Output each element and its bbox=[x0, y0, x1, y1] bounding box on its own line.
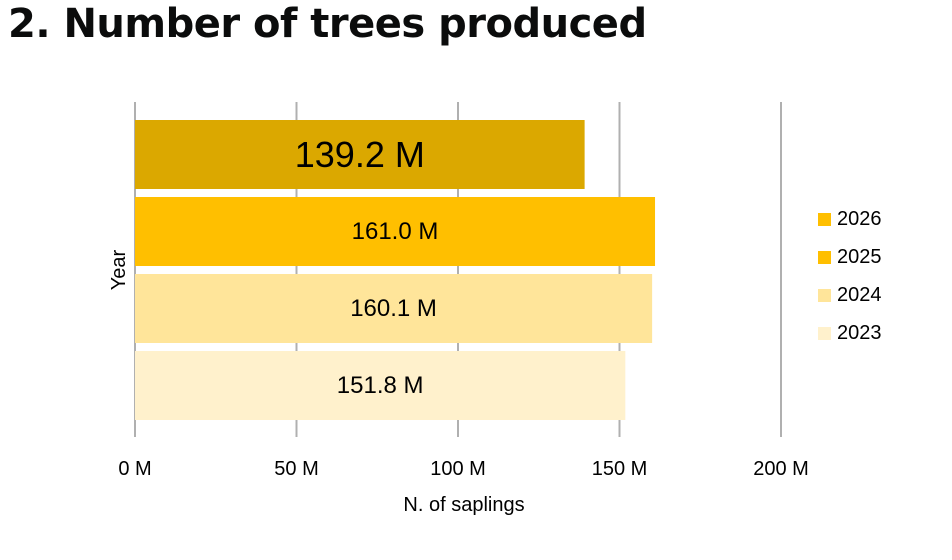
bar-2025 bbox=[135, 197, 656, 266]
x-tick-label: 50 M bbox=[274, 458, 318, 480]
legend-label: 2023 bbox=[837, 322, 882, 344]
legend-label: 2026 bbox=[837, 208, 882, 230]
data-label-2025: 161.0 M bbox=[352, 218, 439, 245]
x-axis-title: N. of saplings bbox=[403, 494, 524, 516]
y-axis-title: Year bbox=[108, 249, 130, 290]
x-axis-ticks: 0 M 50 M 100 M 150 M 200 M bbox=[118, 458, 808, 480]
bar-2024 bbox=[135, 274, 653, 343]
legend-swatch bbox=[818, 251, 831, 264]
bars bbox=[135, 120, 656, 420]
x-tick-label: 200 M bbox=[753, 458, 809, 480]
data-label-2024: 160.1 M bbox=[350, 295, 437, 322]
bar-2023 bbox=[135, 351, 626, 420]
legend-swatch bbox=[818, 327, 831, 340]
bar-2026 bbox=[135, 120, 585, 189]
data-label-2023: 151.8 M bbox=[337, 372, 424, 399]
legend: 2026 2025 2024 2023 bbox=[818, 208, 882, 344]
data-labels: 139.2 M 161.0 M 160.1 M 151.8 M bbox=[295, 134, 439, 399]
x-tick-label: 150 M bbox=[592, 458, 648, 480]
x-tick-label: 0 M bbox=[118, 458, 151, 480]
legend-swatch bbox=[818, 289, 831, 302]
data-label-2026: 139.2 M bbox=[295, 134, 425, 175]
legend-label: 2025 bbox=[837, 246, 882, 268]
x-tick-label: 100 M bbox=[430, 458, 486, 480]
legend-label: 2024 bbox=[837, 284, 882, 306]
legend-swatch bbox=[818, 213, 831, 226]
page-title: 2. Number of trees produced bbox=[8, 1, 647, 47]
